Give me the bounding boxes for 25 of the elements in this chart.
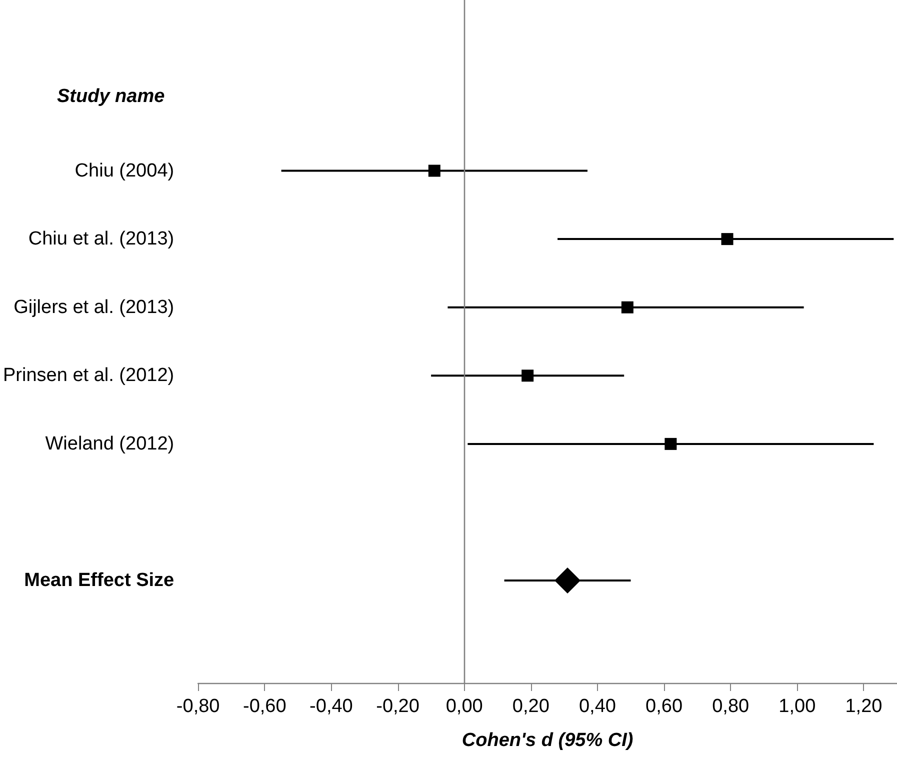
x-tick-label: 0,20 <box>512 696 550 717</box>
x-tick-label: 1,20 <box>845 696 882 717</box>
x-axis-title: Cohen's d (95% CI) <box>462 730 634 751</box>
x-tick-label: -0,80 <box>176 696 220 717</box>
y-axis-title: Study name <box>57 86 166 107</box>
y-tick-label: Prinsen et al. (2012) <box>3 365 174 386</box>
point <box>522 370 534 382</box>
x-tick-label: 0,60 <box>646 696 683 717</box>
point <box>664 438 677 450</box>
point <box>428 164 440 177</box>
y-tick-label: Chiu (2004) <box>74 160 174 182</box>
y-tick-label: Gijlers et al. (2013) <box>14 296 174 318</box>
x-tick-label: 0,80 <box>712 696 750 717</box>
point <box>621 301 634 314</box>
x-tick-label: -0,20 <box>376 696 420 717</box>
x-tick-label: -0,40 <box>310 696 353 717</box>
y-tick-label: Wieland (2012) <box>45 433 174 454</box>
y-tick-label: Mean Effect Size <box>24 570 174 592</box>
x-tick-label: 0,40 <box>578 696 616 717</box>
point <box>721 233 734 246</box>
point <box>554 568 581 594</box>
x-tick-label: 0,00 <box>446 696 483 717</box>
y-tick-label: Chiu et al. (2013) <box>28 228 174 250</box>
x-tick-label: 1,00 <box>778 696 816 717</box>
x-tick-label: -0,60 <box>243 696 286 717</box>
